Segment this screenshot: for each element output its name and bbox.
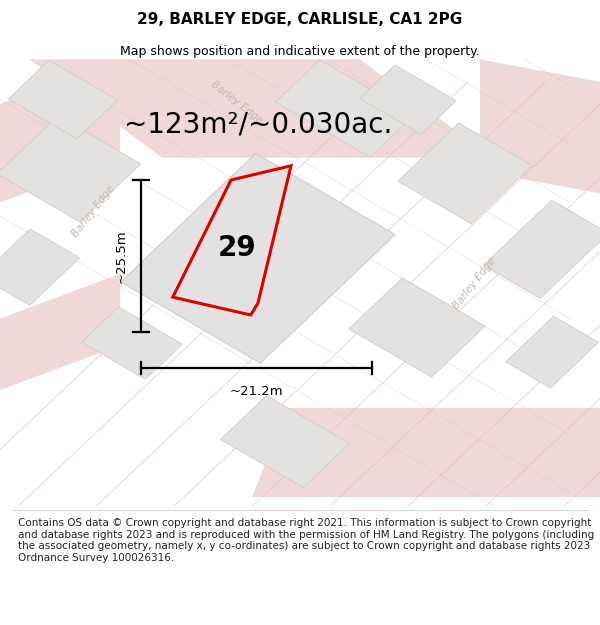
Polygon shape — [484, 200, 600, 298]
Polygon shape — [0, 274, 120, 390]
Polygon shape — [0, 116, 141, 222]
Polygon shape — [30, 59, 492, 158]
Polygon shape — [480, 59, 600, 194]
Text: ~25.5m: ~25.5m — [115, 229, 128, 282]
Polygon shape — [349, 278, 485, 377]
Text: Map shows position and indicative extent of the property.: Map shows position and indicative extent… — [120, 45, 480, 58]
Text: ~123m²/~0.030ac.: ~123m²/~0.030ac. — [124, 110, 392, 138]
Polygon shape — [0, 59, 120, 202]
Text: Barley Edge: Barley Edge — [451, 255, 497, 311]
Polygon shape — [221, 396, 349, 488]
Text: 29, BARLEY EDGE, CARLISLE, CA1 2PG: 29, BARLEY EDGE, CARLISLE, CA1 2PG — [137, 12, 463, 28]
Polygon shape — [275, 60, 415, 157]
Polygon shape — [360, 65, 456, 134]
Polygon shape — [0, 229, 80, 306]
Polygon shape — [252, 408, 600, 498]
Text: ~21.2m: ~21.2m — [230, 385, 283, 398]
Polygon shape — [8, 60, 118, 139]
Polygon shape — [121, 153, 395, 363]
Polygon shape — [398, 123, 532, 224]
Polygon shape — [82, 307, 182, 379]
Polygon shape — [506, 316, 598, 388]
Text: Contains OS data © Crown copyright and database right 2021. This information is : Contains OS data © Crown copyright and d… — [18, 518, 594, 563]
Text: Barley Edge: Barley Edge — [209, 79, 265, 125]
Text: Barley Edge: Barley Edge — [70, 184, 116, 239]
Text: 29: 29 — [218, 234, 256, 262]
